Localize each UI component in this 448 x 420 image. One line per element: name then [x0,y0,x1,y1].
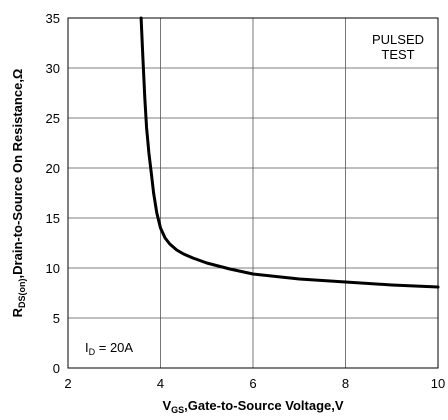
series-line-0 [139,16,440,289]
x-axis-label-main: V [162,398,171,413]
x-tick-label: 6 [249,376,256,391]
grid [68,18,438,368]
annotation-pulsed: PULSED [372,32,424,47]
y-axis-label-rest: ,Drain-to-Source On Resistance,Ω [10,69,25,279]
y-tick-label: 15 [46,211,60,226]
y-tick-label: 10 [46,261,60,276]
y-tick-label: 5 [53,311,60,326]
plot-frame [67,17,439,369]
y-axis-label-main: R [10,307,25,317]
tick-labels: 2 4 6 8 10 0 5 10 15 20 25 30 35 [46,11,446,391]
annotation-id-main: I [85,340,89,355]
x-axis-label: VGS,Gate-to-Source Voltage,V [162,398,343,415]
y-tick-label: 35 [46,11,60,26]
annotation-test: TEST [381,47,414,62]
x-tick-label: 8 [342,376,349,391]
annotation-id-rest: = 20A [95,340,133,355]
x-tick-label: 4 [157,376,164,391]
x-axis-label-rest: ,Gate-to-Source Voltage,V [184,398,344,413]
y-tick-label: 25 [46,111,60,126]
y-tick-label: 30 [46,61,60,76]
x-tick-label: 2 [64,376,71,391]
y-axis-label: RDS(on),Drain-to-Source On Resistance,Ω [10,69,27,318]
series-lines [139,16,440,289]
annotation-drain-current: ID = 20A [85,340,133,357]
x-axis-label-sub: GS [171,405,184,415]
y-axis-label-sub: DS(on) [17,278,27,308]
x-tick-label: 10 [431,376,445,391]
annotation-id-sub: D [89,347,96,357]
y-tick-label: 0 [53,361,60,376]
y-tick-label: 20 [46,161,60,176]
